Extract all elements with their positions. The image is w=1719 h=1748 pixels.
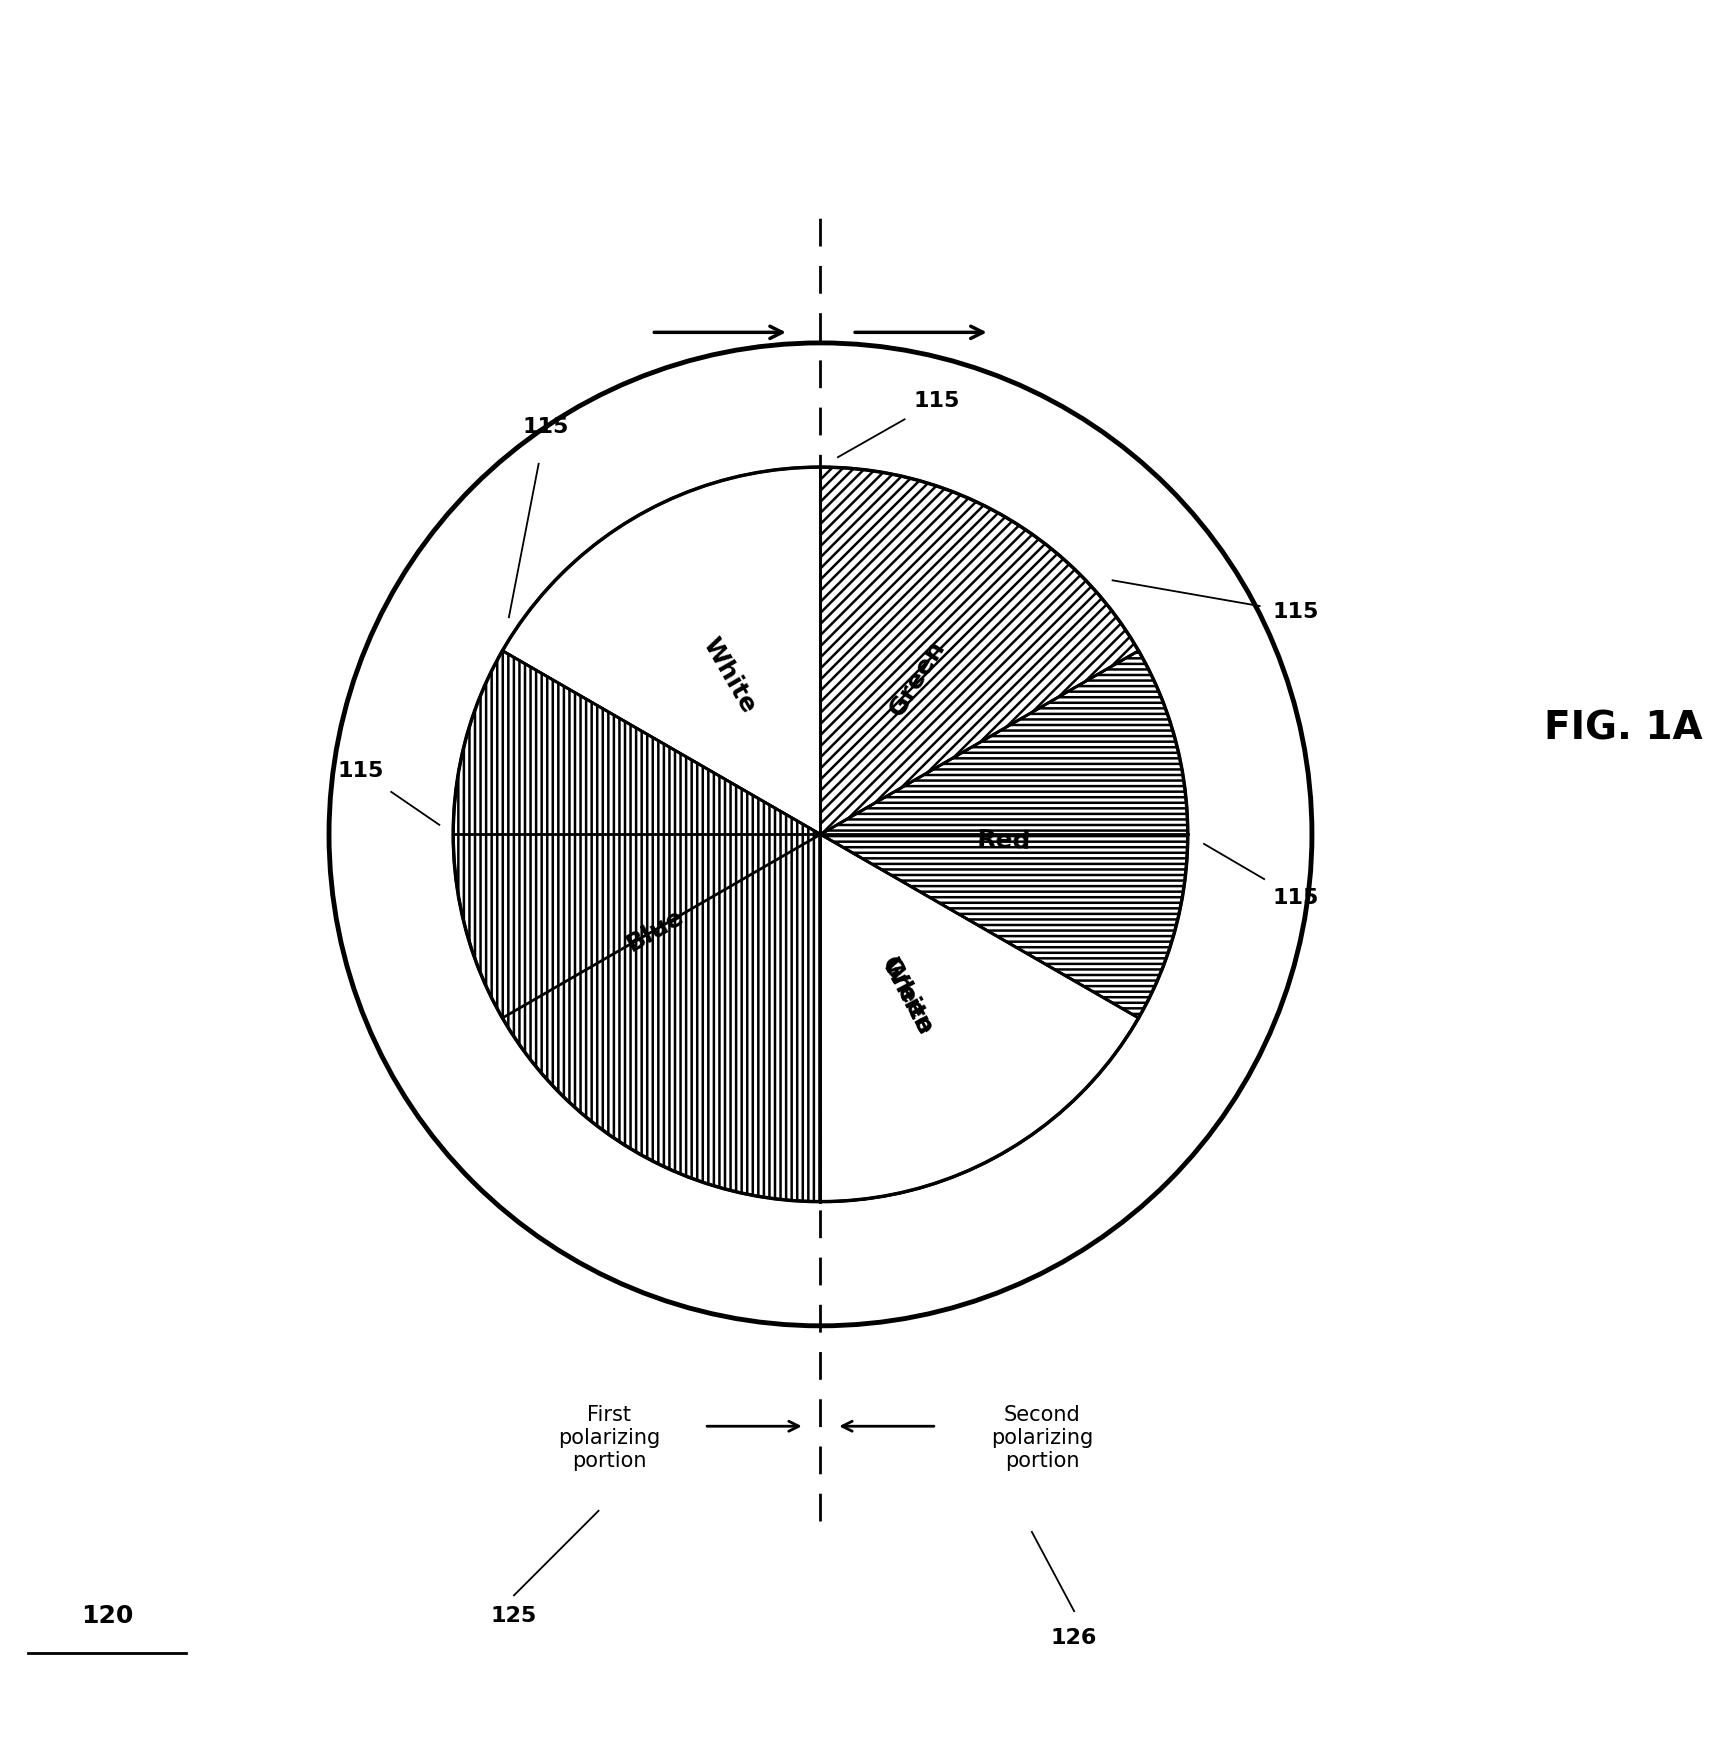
Text: White: White (877, 954, 937, 1038)
Text: 115: 115 (913, 392, 959, 411)
Wedge shape (820, 834, 1138, 1201)
Circle shape (328, 343, 1312, 1325)
Text: Blue: Blue (622, 904, 688, 956)
Text: Red: Red (976, 829, 1031, 853)
Text: Green: Green (885, 636, 951, 720)
Text: First
polarizing
portion: First polarizing portion (559, 1405, 660, 1472)
Text: 115: 115 (1272, 888, 1318, 907)
Text: 115: 115 (1272, 603, 1318, 622)
Text: Second
polarizing
portion: Second polarizing portion (992, 1405, 1093, 1472)
Wedge shape (820, 650, 1188, 1017)
Text: Green: Green (877, 953, 937, 1040)
Text: 126: 126 (1050, 1627, 1097, 1648)
Wedge shape (820, 467, 1138, 834)
Wedge shape (454, 650, 820, 1201)
Text: White: White (698, 633, 760, 717)
Text: 120: 120 (81, 1605, 134, 1629)
Text: 115: 115 (337, 760, 383, 781)
Wedge shape (820, 834, 1138, 1201)
Text: FIG. 1A: FIG. 1A (1544, 710, 1704, 748)
Wedge shape (502, 467, 820, 834)
Text: 125: 125 (492, 1606, 536, 1626)
Text: 115: 115 (523, 418, 569, 437)
